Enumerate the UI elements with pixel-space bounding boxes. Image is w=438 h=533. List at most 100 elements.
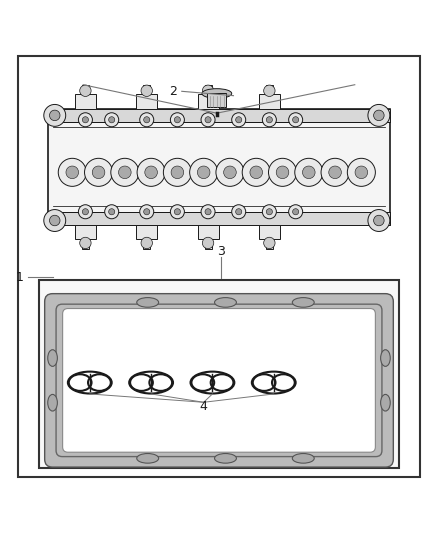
Circle shape xyxy=(374,110,384,120)
Ellipse shape xyxy=(292,454,314,463)
Ellipse shape xyxy=(137,297,159,307)
Circle shape xyxy=(276,166,289,179)
FancyBboxPatch shape xyxy=(63,309,375,452)
Circle shape xyxy=(295,158,323,187)
Circle shape xyxy=(262,205,276,219)
Circle shape xyxy=(201,205,215,219)
Polygon shape xyxy=(75,225,96,249)
FancyBboxPatch shape xyxy=(45,294,393,467)
Text: 2: 2 xyxy=(170,85,177,98)
Ellipse shape xyxy=(215,454,237,463)
Circle shape xyxy=(144,117,150,123)
Circle shape xyxy=(303,166,315,179)
Circle shape xyxy=(347,158,375,187)
Polygon shape xyxy=(259,85,280,109)
Polygon shape xyxy=(136,225,157,249)
Circle shape xyxy=(105,113,119,127)
Bar xyxy=(48,109,390,122)
Circle shape xyxy=(171,166,184,179)
Circle shape xyxy=(232,205,246,219)
Circle shape xyxy=(174,209,180,215)
Polygon shape xyxy=(259,225,280,249)
Circle shape xyxy=(201,113,215,127)
Circle shape xyxy=(224,166,236,179)
Circle shape xyxy=(85,158,113,187)
Ellipse shape xyxy=(381,394,390,411)
Circle shape xyxy=(368,104,390,126)
Polygon shape xyxy=(198,85,219,109)
Circle shape xyxy=(109,117,115,123)
Ellipse shape xyxy=(137,454,159,463)
Text: 1: 1 xyxy=(16,271,24,284)
Circle shape xyxy=(141,85,152,96)
Circle shape xyxy=(190,158,218,187)
Bar xyxy=(48,109,390,225)
Circle shape xyxy=(140,205,154,219)
Circle shape xyxy=(78,113,92,127)
Circle shape xyxy=(268,158,297,187)
Bar xyxy=(207,93,226,107)
Circle shape xyxy=(289,205,303,219)
Circle shape xyxy=(49,110,60,120)
Circle shape xyxy=(293,117,299,123)
Circle shape xyxy=(44,104,66,126)
Circle shape xyxy=(78,205,92,219)
Polygon shape xyxy=(198,225,219,249)
Bar xyxy=(48,212,390,225)
Ellipse shape xyxy=(381,350,390,366)
Circle shape xyxy=(266,209,272,215)
Ellipse shape xyxy=(48,394,57,411)
Circle shape xyxy=(111,158,139,187)
Circle shape xyxy=(137,158,165,187)
Circle shape xyxy=(145,166,157,179)
Circle shape xyxy=(80,237,91,249)
Circle shape xyxy=(289,113,303,127)
Circle shape xyxy=(262,113,276,127)
Circle shape xyxy=(242,158,270,187)
Bar xyxy=(39,280,399,468)
Circle shape xyxy=(82,117,88,123)
Circle shape xyxy=(44,209,66,231)
Circle shape xyxy=(141,237,152,249)
Circle shape xyxy=(92,166,105,179)
Circle shape xyxy=(321,158,349,187)
Circle shape xyxy=(355,166,367,179)
Text: 3: 3 xyxy=(217,245,225,257)
Circle shape xyxy=(105,205,119,219)
Circle shape xyxy=(250,166,262,179)
Circle shape xyxy=(202,237,214,249)
Circle shape xyxy=(374,215,384,226)
Circle shape xyxy=(198,166,210,179)
Ellipse shape xyxy=(48,350,57,366)
Circle shape xyxy=(140,113,154,127)
Ellipse shape xyxy=(191,372,234,393)
Circle shape xyxy=(82,209,88,215)
Circle shape xyxy=(266,117,272,123)
Circle shape xyxy=(119,166,131,179)
Circle shape xyxy=(205,209,211,215)
Polygon shape xyxy=(136,85,157,109)
Circle shape xyxy=(264,237,275,249)
Circle shape xyxy=(205,117,211,123)
Circle shape xyxy=(293,209,299,215)
Circle shape xyxy=(109,209,115,215)
Circle shape xyxy=(368,209,390,231)
Ellipse shape xyxy=(292,297,314,307)
Ellipse shape xyxy=(68,372,112,393)
Circle shape xyxy=(170,113,184,127)
Circle shape xyxy=(202,85,214,96)
Circle shape xyxy=(232,113,246,127)
Circle shape xyxy=(58,158,86,187)
Circle shape xyxy=(216,158,244,187)
Ellipse shape xyxy=(129,372,173,393)
Circle shape xyxy=(144,209,150,215)
Polygon shape xyxy=(75,85,96,109)
Circle shape xyxy=(236,209,242,215)
Circle shape xyxy=(264,85,275,96)
Ellipse shape xyxy=(252,372,296,393)
Circle shape xyxy=(66,166,78,179)
Ellipse shape xyxy=(215,297,237,307)
Circle shape xyxy=(49,215,60,226)
Ellipse shape xyxy=(202,88,232,98)
Circle shape xyxy=(174,117,180,123)
